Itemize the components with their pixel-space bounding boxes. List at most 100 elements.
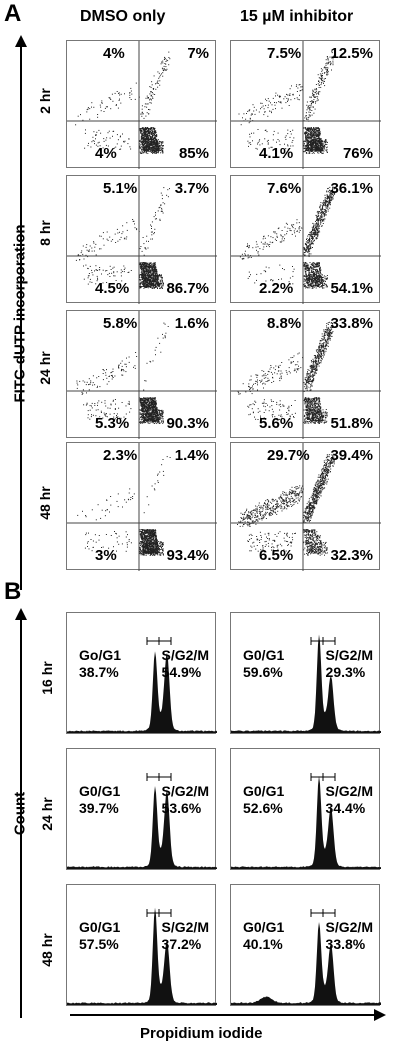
gate-label-left: G0/G1 57.5% [79, 919, 120, 953]
scatter-points [238, 51, 335, 154]
panel-a-row-label-2hr: 2 hr [37, 88, 53, 114]
gate-label-right-value: 29.3% [325, 664, 366, 680]
gate-label-right-name: S/G2/M [161, 919, 209, 935]
gate-label-left-name: G0/G1 [79, 783, 121, 799]
panel-b-y-axis-title: Count [11, 791, 29, 836]
scatter-points [75, 51, 171, 154]
gate-label-right-value: 34.4% [325, 800, 366, 816]
histogram-canvas [67, 907, 217, 1005]
quadrant-label-upper-right: 39.4% [330, 447, 373, 464]
scatter-points [77, 456, 171, 556]
scatter-plot: 7.6% 36.1% 2.2% 54.1% [230, 175, 381, 304]
histogram-plot: G0/G1 39.7% S/G2/M 53.6% [66, 748, 217, 870]
gate-label-right-name: S/G2/M [325, 647, 373, 663]
scatter-points [237, 321, 334, 424]
panel-a-row-label-48hr: 48 hr [37, 486, 53, 520]
scatter-points [75, 187, 170, 289]
gate-label-left-value: 59.6% [243, 664, 283, 680]
quadrant-label-lower-right: 85% [178, 145, 209, 162]
histogram-canvas [231, 909, 381, 1005]
panel-b-x-axis-arrow [70, 1009, 386, 1021]
gate-label-right-name: S/G2/M [161, 647, 209, 663]
panel-b-row-label-16hr: 16 hr [39, 661, 55, 695]
gate-label-left-name: Go/G1 [79, 647, 122, 663]
quadrant-label-lower-left: 4% [95, 145, 117, 162]
gate-label-left-value: 52.6% [243, 800, 283, 816]
scatter-canvas [67, 443, 217, 571]
scatter-plot: 7.5% 12.5% 4.1% 76% [230, 40, 381, 169]
gate-label-left: G0/G1 39.7% [79, 783, 120, 817]
histogram-canvas [231, 634, 381, 733]
scatter-plot: 8.8% 33.8% 5.6% 51.8% [230, 310, 381, 439]
quadrant-label-lower-left: 6.5% [259, 547, 294, 564]
scatter-canvas [67, 176, 217, 304]
gate-marker [146, 773, 172, 781]
quadrant-label-upper-right: 36.1% [330, 180, 373, 197]
histogram-canvas [67, 773, 217, 869]
gate-label-left: Go/G1 38.7% [79, 647, 121, 681]
quadrant-label-lower-right: 51.8% [330, 415, 373, 432]
gate-label-left: G0/G1 52.6% [243, 783, 284, 817]
quadrant-label-upper-left: 7.6% [267, 180, 302, 197]
column-header-inhibitor: 15 µM inhibitor [240, 8, 354, 25]
gate-marker [310, 637, 336, 645]
gate-label-left-name: G0/G1 [79, 919, 121, 935]
scatter-plot: 5.8% 1.6% 5.3% 90.3% [66, 310, 217, 439]
quadrant-label-lower-right: 54.1% [330, 280, 373, 297]
quadrant-label-lower-left: 5.6% [259, 415, 294, 432]
quadrant-label-lower-left: 2.2% [259, 280, 294, 297]
gate-label-right-name: S/G2/M [161, 783, 209, 799]
gate-label-right: S/G2/M 37.2% [162, 919, 209, 953]
scatter-canvas [231, 443, 381, 571]
gate-label-right-value: 53.6% [161, 800, 202, 816]
scatter-canvas [67, 311, 217, 439]
quadrant-label-upper-left: 2.3% [103, 447, 138, 464]
gate-label-left-name: G0/G1 [243, 919, 285, 935]
quadrant-label-upper-left: 29.7% [267, 447, 310, 464]
gate-label-left: G0/G1 59.6% [243, 647, 284, 681]
gate-label-right-name: S/G2/M [325, 783, 373, 799]
histogram-canvas [67, 637, 217, 733]
quadrant-label-lower-left: 4.5% [95, 280, 130, 297]
quadrant-label-upper-left: 5.8% [103, 315, 138, 332]
scatter-canvas [231, 176, 381, 304]
gate-label-left-name: G0/G1 [243, 647, 285, 663]
column-header-dmso: DMSO only [80, 8, 166, 25]
quadrant-label-lower-right: 76% [342, 145, 373, 162]
gate-label-right-name: S/G2/M [325, 919, 373, 935]
quadrant-label-upper-right: 33.8% [330, 315, 373, 332]
quadrant-label-lower-left: 3% [95, 547, 117, 564]
gate-label-right-value: 37.2% [161, 936, 202, 952]
histogram-canvas [231, 773, 381, 869]
histogram-plot: G0/G1 57.5% S/G2/M 37.2% [66, 884, 217, 1006]
gate-label-right: S/G2/M 34.4% [326, 783, 373, 817]
quadrant-label-upper-left: 8.8% [267, 315, 302, 332]
gate-label-left-name: G0/G1 [243, 783, 285, 799]
quadrant-label-upper-left: 7.5% [267, 45, 302, 62]
histogram-plot: Go/G1 38.7% S/G2/M 54.9% [66, 612, 217, 734]
panel-b-y-axis-arrow [15, 608, 27, 1018]
scatter-points [76, 322, 169, 424]
panel-a-letter: A [4, 0, 22, 27]
quadrant-label-lower-right: 32.3% [330, 547, 373, 564]
scatter-plot: 5.1% 3.7% 4.5% 86.7% [66, 175, 217, 304]
quadrant-label-lower-left: 5.3% [95, 415, 130, 432]
quadrant-label-upper-right: 1.6% [174, 315, 209, 332]
quadrant-label-upper-left: 5.1% [103, 180, 138, 197]
quadrant-label-lower-right: 86.7% [166, 280, 209, 297]
panel-a-y-axis-arrow [15, 35, 27, 590]
panel-b-x-axis-title: Propidium iodide [140, 1025, 263, 1042]
quadrant-label-lower-right: 93.4% [166, 547, 209, 564]
panel-a-y-axis-title: FITC-dUTP incorporation [11, 224, 29, 403]
gate-label-right: S/G2/M 33.8% [326, 919, 373, 953]
gate-marker [310, 773, 336, 781]
quadrant-label-upper-right: 7% [187, 45, 209, 62]
scatter-plot: 4% 7% 4% 85% [66, 40, 217, 169]
gate-label-left-value: 38.7% [79, 664, 119, 680]
quadrant-label-upper-right: 12.5% [330, 45, 373, 62]
scatter-canvas [231, 41, 381, 169]
quadrant-label-upper-right: 3.7% [174, 180, 209, 197]
gate-label-right: S/G2/M 53.6% [162, 783, 209, 817]
scatter-plot: 29.7% 39.4% 6.5% 32.3% [230, 442, 381, 571]
gate-label-left-value: 40.1% [243, 936, 283, 952]
